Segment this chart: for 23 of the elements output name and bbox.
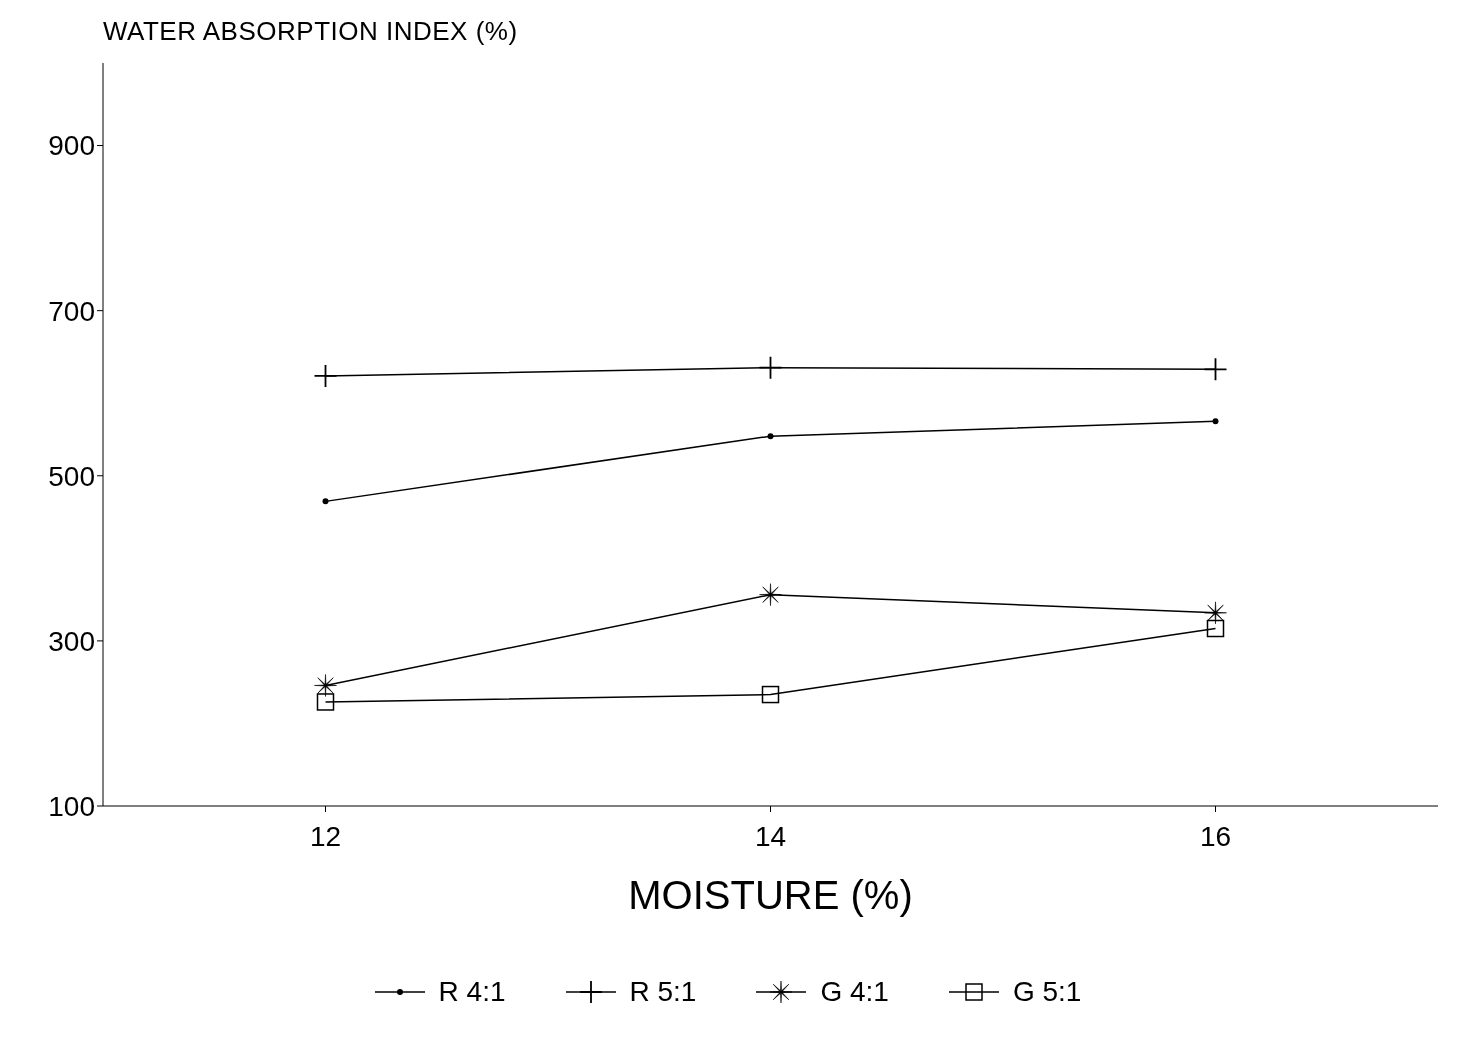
point	[759, 583, 782, 606]
y-tick-label: 300	[48, 625, 95, 657]
point	[316, 693, 335, 711]
legend-label: G 4:1	[820, 976, 889, 1008]
point	[1212, 418, 1219, 425]
y-tick-label: 900	[48, 130, 95, 162]
point	[767, 433, 774, 440]
x-tick-label: 14	[754, 820, 787, 852]
point	[1206, 619, 1225, 638]
point	[1204, 601, 1227, 625]
legend-label: G 5:1	[1012, 976, 1082, 1008]
legend-label: R 5:1	[629, 976, 697, 1008]
x-tick-label: 12	[309, 820, 342, 852]
y-tick-label: 100	[48, 790, 95, 822]
x-tick-label: 16	[1199, 820, 1232, 852]
point	[314, 674, 337, 697]
y-tick-label: 500	[48, 460, 95, 492]
x-axis-title: MOISTURE (%)	[628, 873, 913, 918]
point	[761, 685, 780, 704]
legend-label: R 4:1	[438, 976, 506, 1008]
point	[322, 498, 329, 505]
y-axis-title: WATER ABSORPTION INDEX (%)	[103, 16, 518, 47]
y-tick-label: 700	[48, 295, 95, 327]
